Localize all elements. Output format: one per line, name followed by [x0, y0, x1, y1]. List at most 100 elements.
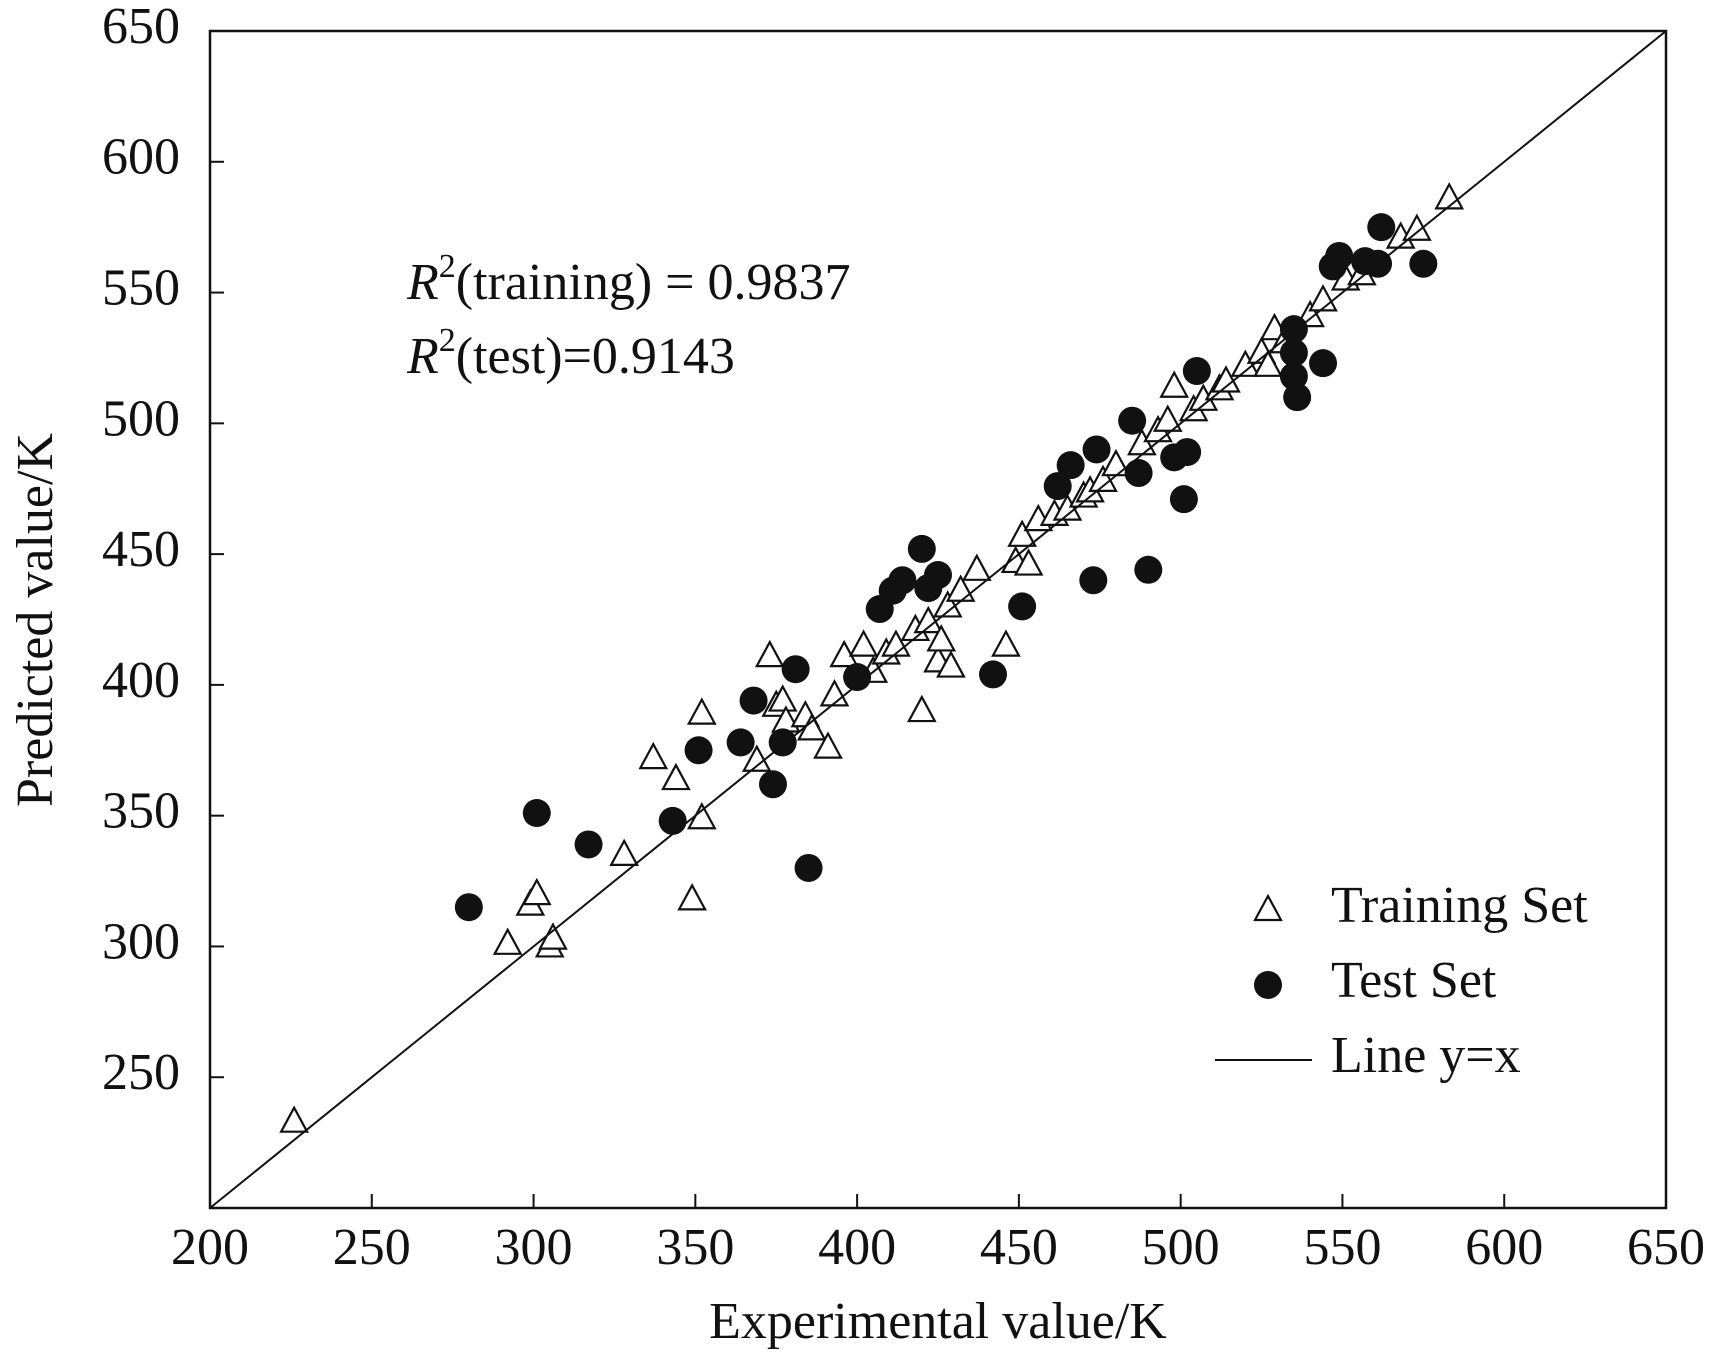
circle-marker — [1367, 213, 1396, 242]
circle-marker — [843, 663, 872, 692]
triangle-marker — [1088, 464, 1118, 492]
legend-label: Line y=x — [1331, 1027, 1521, 1084]
circle-marker — [739, 686, 768, 715]
x-tick-label: 400 — [818, 1219, 896, 1276]
reference-line — [209, 30, 1667, 1209]
annotation-superscript: 2 — [439, 248, 456, 285]
triangle-marker — [677, 883, 707, 911]
y-tick-label: 250 — [102, 1044, 180, 1101]
circle-marker — [1173, 438, 1202, 467]
triangle-marker — [538, 922, 568, 950]
triangle-marker — [881, 629, 911, 657]
triangle-marker — [686, 801, 717, 830]
triangle-marker — [1152, 404, 1183, 432]
triangle-marker — [661, 762, 691, 791]
circle-marker — [1056, 451, 1085, 480]
x-tick-label: 550 — [1303, 1219, 1381, 1276]
triangle-marker — [492, 927, 523, 955]
triangle-marker — [767, 684, 798, 712]
circle-marker — [907, 534, 936, 563]
x-tick-label: 650 — [1627, 1219, 1705, 1276]
circle-marker — [1169, 485, 1198, 514]
circle-marker — [684, 736, 713, 765]
x-tick-label: 350 — [656, 1219, 734, 1276]
circle-marker — [454, 893, 483, 922]
triangle-marker — [1402, 213, 1432, 241]
annotation-text: (training) = 0.9837 — [456, 254, 851, 311]
circle-marker — [1134, 555, 1163, 584]
circle-marker — [1283, 383, 1312, 412]
y-tick-label: 300 — [102, 913, 180, 970]
y-tick-label: 600 — [102, 129, 180, 186]
annotation-text: (test)=0.9143 — [456, 328, 735, 385]
y-axis-title: Predicted value/K — [7, 433, 64, 807]
triangle-marker — [906, 694, 937, 723]
circle-marker — [888, 566, 917, 595]
triangle-marker — [913, 605, 944, 634]
triangle-marker — [741, 744, 772, 772]
triangle-marker — [1253, 349, 1283, 377]
circle-marker — [758, 770, 787, 799]
x-tick-label: 500 — [1142, 1219, 1220, 1276]
circle-marker — [1409, 249, 1438, 278]
triangle-marker — [961, 553, 992, 581]
triangle-marker — [926, 624, 957, 652]
circle-marker — [1325, 241, 1354, 270]
circle-marker — [1279, 362, 1308, 391]
triangle-marker — [813, 731, 843, 759]
y-tick-label: 450 — [102, 521, 180, 578]
legend-marker — [1254, 971, 1282, 999]
y-tick-label: 400 — [102, 652, 180, 709]
x-axis-title: Experimental value/K — [709, 1293, 1167, 1350]
circle-marker — [1182, 357, 1211, 386]
triangle-marker — [932, 590, 963, 618]
legend-label: Training Set — [1331, 877, 1588, 934]
circle-marker — [1043, 472, 1072, 501]
annotation-superscript: 2 — [439, 322, 456, 359]
triangle-marker — [1211, 365, 1241, 393]
circle-marker — [1118, 406, 1147, 435]
triangle-marker — [521, 877, 552, 906]
legend-label: Test Set — [1331, 952, 1497, 1009]
triangle-marker — [1013, 548, 1044, 576]
triangle-marker — [686, 697, 717, 725]
triangle-marker — [991, 629, 1021, 657]
circle-marker — [979, 660, 1008, 689]
triangle-marker — [848, 629, 879, 657]
triangle-marker — [754, 639, 785, 668]
triangle-marker — [1434, 182, 1465, 210]
triangle-marker — [279, 1105, 309, 1133]
annotation-symbol: R — [406, 328, 439, 385]
triangle-marker — [819, 679, 850, 707]
triangle-marker — [638, 741, 669, 770]
circle-marker — [1124, 459, 1153, 488]
circle-marker — [1279, 338, 1308, 367]
triangle-marker — [1007, 519, 1037, 547]
annotation: R2(training) = 0.9837 — [406, 248, 850, 311]
legend-marker — [1253, 893, 1283, 922]
circle-marker — [781, 655, 810, 684]
circle-marker — [1082, 435, 1111, 464]
x-tick-label: 250 — [333, 1219, 411, 1276]
triangle-marker — [1159, 370, 1190, 398]
annotation-symbol: R — [406, 254, 439, 311]
circle-marker — [1008, 592, 1037, 621]
circle-marker — [1079, 566, 1108, 595]
triangle-marker — [936, 650, 966, 678]
y-tick-label: 500 — [102, 390, 180, 447]
plot-frame — [208, 29, 1668, 1210]
x-tick-label: 300 — [495, 1219, 573, 1276]
circle-marker — [522, 799, 551, 828]
triangle-marker — [1308, 284, 1338, 312]
y-tick-label: 350 — [102, 783, 180, 840]
x-tick-label: 600 — [1465, 1219, 1543, 1276]
x-tick-label: 200 — [171, 1219, 249, 1276]
x-tick-label: 450 — [980, 1219, 1058, 1276]
circle-marker — [658, 806, 687, 835]
annotation: R2(test)=0.9143 — [406, 322, 735, 385]
circle-marker — [924, 561, 952, 590]
circle-marker — [1309, 349, 1338, 378]
y-tick-label: 650 — [102, 0, 180, 55]
y-tick-label: 550 — [102, 259, 180, 316]
